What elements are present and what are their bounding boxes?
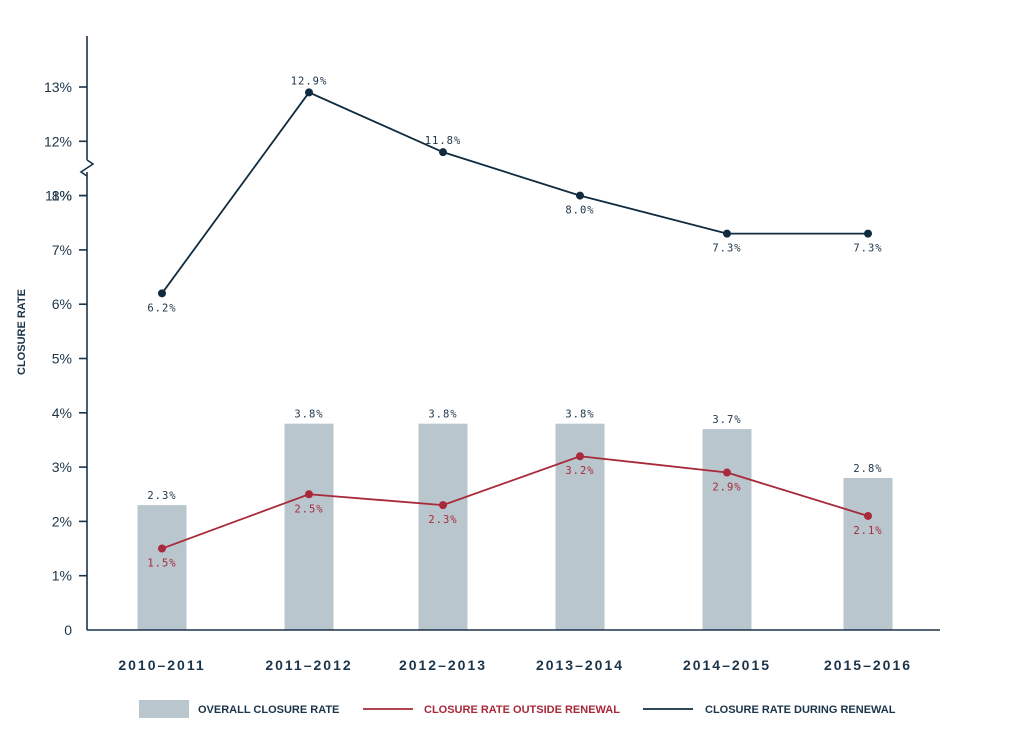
legend-swatch-overall — [139, 700, 189, 718]
bar-label-0: 2.3% — [147, 490, 176, 502]
bar-1 — [284, 423, 334, 630]
x-tick-label-1: 2011–2012 — [265, 657, 352, 673]
outside-renewal-label-1: 2.5% — [294, 503, 323, 515]
y-tick-label-7: 7% — [52, 242, 72, 258]
bar-4 — [702, 429, 752, 630]
bar-label-3: 3.8% — [565, 409, 594, 421]
bar-label-2: 3.8% — [428, 409, 457, 421]
y-tick-label-1: 1% — [52, 568, 72, 584]
outside-renewal-label-3: 3.2% — [565, 465, 594, 477]
lines-layer — [158, 88, 872, 553]
series-outside-renewal-point-1 — [305, 490, 313, 499]
bar-5 — [843, 477, 893, 630]
x-tick-label-0: 2010–2011 — [118, 657, 205, 673]
bar-label-1: 3.8% — [294, 409, 323, 421]
series-outside-renewal-point-0 — [158, 544, 166, 553]
series-outside-renewal-point-5 — [864, 511, 872, 520]
y-tick-label-4: 4% — [52, 405, 72, 421]
x-tick-label-2: 2012–2013 — [399, 657, 487, 673]
series-outside-renewal-point-4 — [723, 468, 731, 477]
y-tick-label-0: 0 — [64, 622, 72, 638]
y-axis-label: CLOSURE RATE — [16, 289, 28, 375]
legend: OVERALL CLOSURE RATE CLOSURE RATE OUTSIDE… — [139, 700, 896, 718]
series-outside-renewal-point-2 — [439, 501, 447, 510]
y-tick-label-2: 2% — [52, 513, 72, 529]
bar-0 — [137, 505, 187, 630]
y-tick-label-5: 5% — [52, 351, 72, 367]
series-outside-renewal-point-3 — [576, 452, 584, 461]
outside-renewal-label-5: 2.1% — [853, 525, 882, 537]
axes-layer: 0 1% 2% 3% 4% 5% 6% 7% 8%11% 12% 13% 2010–2011 2011–… — [44, 36, 940, 673]
series-line-outside-renewal — [161, 455, 869, 550]
during-renewal-label-4: 7.3% — [712, 243, 741, 255]
series-during-renewal-point-2 — [439, 148, 447, 157]
x-tick-label-4: 2014–2015 — [683, 657, 771, 673]
y-tick-label-6: 6% — [52, 296, 72, 312]
y-tick-label-9: 11% — [45, 188, 72, 204]
during-renewal-label-2: 11.8% — [425, 135, 462, 147]
during-renewal-label-3: 8.0% — [565, 205, 594, 217]
bar-label-5: 2.8% — [853, 463, 882, 475]
y-tick-label-11: 13% — [44, 79, 72, 95]
during-renewal-label-1: 12.9% — [291, 75, 328, 87]
bars-layer — [137, 423, 893, 630]
y-tick-label-8: 8% — [52, 188, 72, 204]
series-line-during-renewal — [161, 91, 868, 294]
series-during-renewal-point-3 — [576, 191, 584, 200]
x-tick-label-3: 2013–2014 — [536, 657, 624, 673]
bar-label-4: 3.7% — [712, 414, 741, 426]
legend-label-during: CLOSURE RATE DURING RENEWAL — [705, 704, 896, 716]
x-tick-label-5: 2015–2016 — [824, 657, 912, 673]
series-during-renewal-point-1 — [305, 88, 313, 97]
outside-renewal-label-0: 1.5% — [147, 558, 176, 570]
series-during-renewal-point-4 — [723, 229, 731, 238]
series-during-renewal-point-0 — [158, 289, 166, 298]
during-renewal-label-0: 6.2% — [147, 302, 176, 314]
axis-break-mark — [79, 159, 95, 177]
y-tick-label-10: 12% — [44, 133, 72, 149]
series-during-renewal-point-5 — [864, 229, 872, 238]
outside-renewal-label-4: 2.9% — [712, 482, 741, 494]
outside-renewal-label-2: 2.3% — [428, 514, 457, 526]
bar-2 — [418, 423, 468, 630]
y-tick-label-3: 3% — [52, 459, 72, 475]
legend-label-outside: CLOSURE RATE OUTSIDE RENEWAL — [424, 704, 620, 716]
labels-layer: 2.3% 3.8% 3.8% 3.8% 3.7% 2.8% 1.5% 2.5% 2.3% 3.2%… — [147, 75, 882, 570]
during-renewal-label-5: 7.3% — [853, 243, 882, 255]
legend-label-overall: OVERALL CLOSURE RATE — [198, 704, 339, 716]
